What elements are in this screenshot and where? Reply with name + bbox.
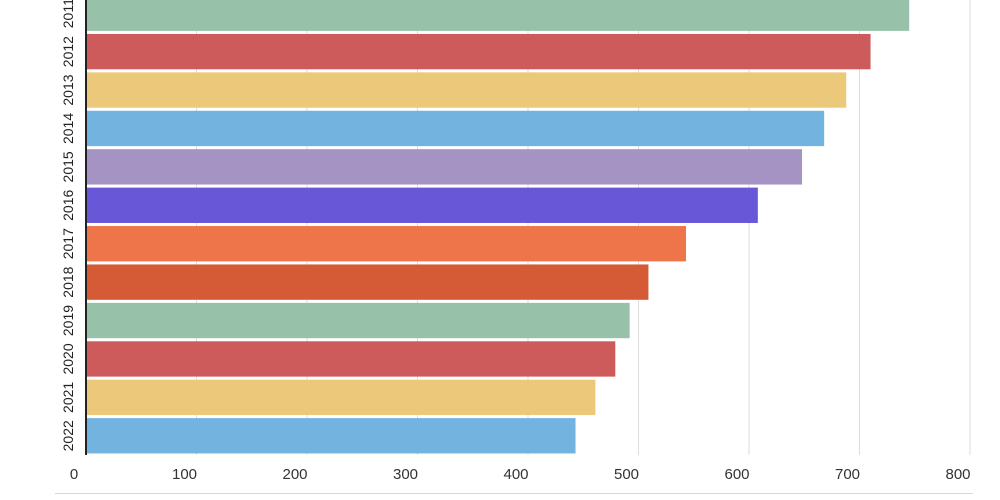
bar-2022 — [86, 418, 576, 454]
category-label: 2011 — [60, 0, 76, 28]
category-label: 2022 — [60, 420, 76, 451]
x-tick-label: 400 — [503, 466, 528, 483]
category-labels: 2011 2012 2013 2014 2015 2016 2017 2018 2019 2020… — [60, 0, 76, 451]
category-label: 2015 — [60, 151, 76, 182]
bar-2020 — [86, 341, 616, 377]
category-label: 2017 — [60, 228, 76, 259]
category-label: 2018 — [60, 266, 76, 297]
category-label: 2014 — [60, 113, 76, 144]
x-tick-label: 800 — [945, 466, 970, 483]
category-label: 2013 — [60, 74, 76, 105]
bar-2021 — [86, 379, 596, 416]
bar-2013 — [86, 72, 847, 108]
bar-2015 — [86, 149, 803, 185]
gridlines — [196, 0, 971, 455]
bar-2014 — [86, 110, 825, 147]
bottom-divider — [55, 493, 973, 494]
x-tick-label: 300 — [393, 466, 418, 483]
x-tick-label: 500 — [614, 466, 639, 483]
category-label: 2016 — [60, 190, 76, 221]
bar-2018 — [86, 264, 649, 300]
category-label: 2020 — [60, 343, 76, 374]
x-tick-label: 700 — [835, 466, 860, 483]
bar-2011 — [86, 0, 910, 31]
bar-2019 — [86, 302, 630, 339]
bar-2016 — [86, 187, 758, 223]
x-tick-labels: 0 100 200 300 400 500 600 700 800 — [70, 466, 971, 483]
x-tick-label: 0 — [70, 466, 78, 483]
category-label: 2012 — [60, 36, 76, 67]
bars — [86, 0, 910, 454]
x-tick-label: 100 — [172, 466, 197, 483]
x-tick-label: 600 — [724, 466, 749, 483]
bar-2017 — [86, 226, 687, 262]
category-label: 2019 — [60, 305, 76, 336]
bar-2012 — [86, 33, 871, 70]
x-tick-label: 200 — [282, 466, 307, 483]
category-label: 2021 — [60, 382, 76, 413]
